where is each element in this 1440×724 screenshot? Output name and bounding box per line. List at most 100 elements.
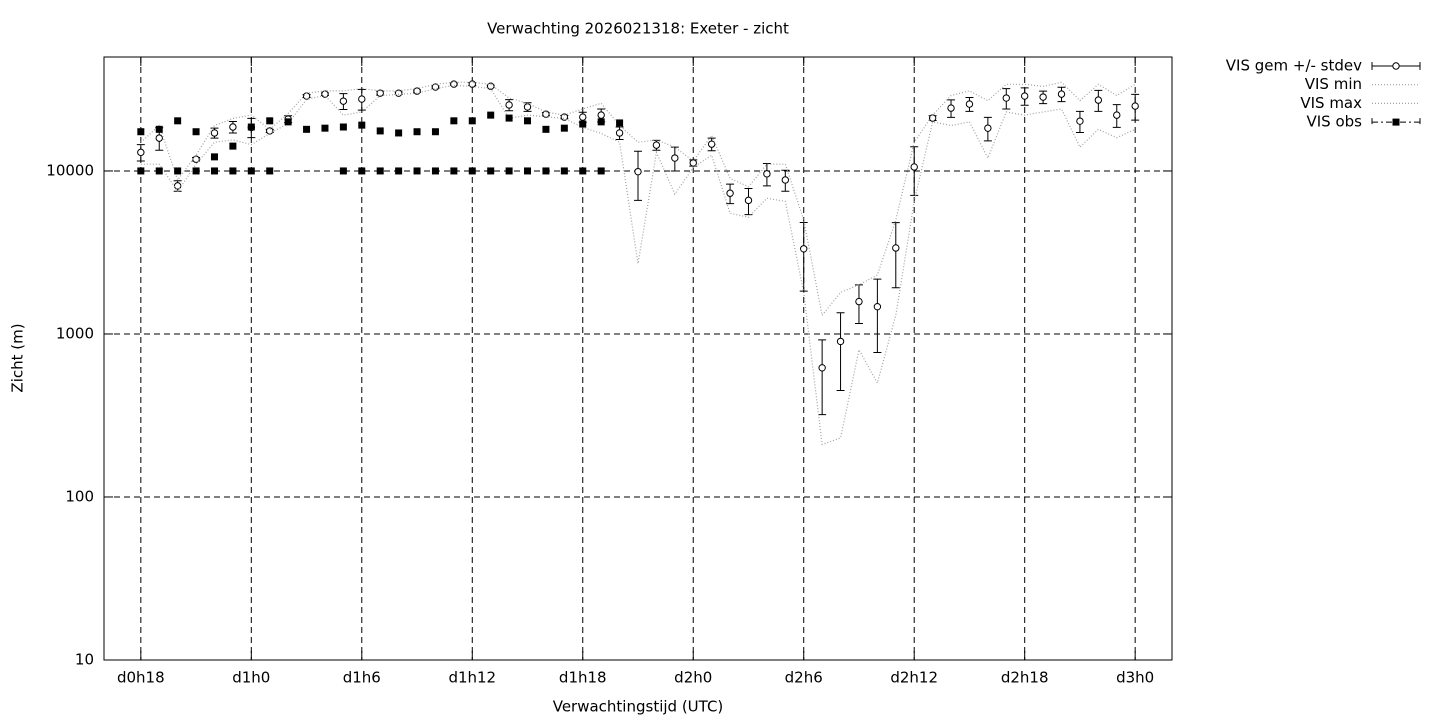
mean-point <box>689 159 697 167</box>
mean-point <box>266 127 274 135</box>
mean-point <box>394 89 403 97</box>
obs-point <box>174 167 182 175</box>
mean-point <box>321 90 329 98</box>
obs-point <box>413 167 421 175</box>
x-tick-label: d2h12 <box>890 669 938 687</box>
error-bar <box>836 312 845 391</box>
x-tick-label: d1h6 <box>343 669 381 687</box>
legend-label: VIS min <box>1305 75 1362 93</box>
obs-point <box>560 124 568 132</box>
mean-point <box>800 245 808 253</box>
mean-point <box>542 110 550 118</box>
error-bar <box>634 150 642 201</box>
mean-point <box>137 148 145 157</box>
mean-point <box>523 103 532 111</box>
mean-point <box>1094 96 1103 104</box>
obs-point <box>339 123 347 131</box>
obs-point <box>247 167 255 175</box>
legend-label: VIS max <box>1300 94 1362 112</box>
error-bar <box>910 146 919 196</box>
obs-point <box>137 167 145 175</box>
obs-point <box>358 167 366 175</box>
mean-point <box>597 111 605 119</box>
y-tick-label: 100 <box>65 487 94 505</box>
y-tick-label: 10000 <box>46 161 94 179</box>
obs-point <box>395 167 403 175</box>
mean-point <box>505 101 513 109</box>
obs-point <box>210 167 218 175</box>
mean-point <box>928 114 937 122</box>
obs-point <box>266 117 274 125</box>
mean-point <box>431 83 440 91</box>
mean-point <box>947 104 955 112</box>
error-bar <box>799 221 808 292</box>
mean-point <box>910 163 918 171</box>
obs-point <box>524 117 532 125</box>
legend-swatch <box>1392 62 1400 70</box>
obs-point <box>413 128 421 136</box>
obs-point <box>284 118 292 126</box>
obs-point <box>395 129 403 137</box>
mean-point <box>1020 92 1029 100</box>
x-tick-label: d1h0 <box>232 669 270 687</box>
obs-point <box>229 167 237 175</box>
x-tick-label: d3h0 <box>1116 669 1154 687</box>
mean-point <box>965 100 974 108</box>
mean-point <box>873 302 882 311</box>
obs-point <box>247 123 255 131</box>
mean-point <box>818 364 826 372</box>
mean-point <box>579 113 587 121</box>
error-bar <box>873 278 882 353</box>
obs-point <box>505 167 513 175</box>
legend-label: VIS obs <box>1307 113 1363 131</box>
mean-point <box>210 129 219 137</box>
obs-point <box>155 125 163 133</box>
obs-point <box>560 167 568 175</box>
mean-point <box>1039 93 1047 101</box>
error-bar <box>891 222 900 289</box>
x-tick-label: d2h0 <box>674 669 712 687</box>
obs-point <box>431 128 439 136</box>
chart-title: Verwachting 2026021318: Exeter - zicht <box>487 20 789 38</box>
mean-point <box>1076 117 1084 125</box>
mean-point <box>836 337 845 346</box>
obs-point <box>597 167 605 175</box>
obs-point <box>487 111 495 119</box>
obs-point <box>303 125 311 133</box>
y-tick-label: 10 <box>75 651 94 669</box>
obs-point <box>468 167 476 175</box>
mean-point <box>1113 111 1121 119</box>
mean-point <box>358 95 366 103</box>
obs-point <box>450 117 458 125</box>
mean-point <box>1057 90 1066 98</box>
obs-point <box>174 117 182 125</box>
x-axis-label: Verwachtingstijd (UTC) <box>553 698 724 716</box>
obs-point <box>210 153 218 161</box>
obs-point <box>597 118 605 126</box>
obs-point <box>339 167 347 175</box>
obs-point <box>376 127 384 135</box>
x-tick-label: d2h18 <box>1001 669 1049 687</box>
error-bar <box>818 339 827 416</box>
mean-point <box>173 182 182 190</box>
obs-point <box>192 128 200 136</box>
obs-point <box>542 167 550 175</box>
mean-point <box>763 170 771 178</box>
mean-point <box>892 244 900 252</box>
mean-point <box>1002 94 1010 102</box>
mean-point <box>560 113 569 121</box>
x-tick-label: d2h6 <box>785 669 823 687</box>
mean-point <box>855 297 863 306</box>
y-tick-label: 1000 <box>56 324 94 342</box>
obs-point <box>579 167 587 175</box>
mean-point <box>671 154 679 162</box>
mean-point <box>1131 102 1139 110</box>
legend-swatch <box>1392 118 1400 126</box>
obs-point <box>616 119 624 127</box>
obs-point <box>358 121 366 129</box>
obs-point <box>192 167 200 175</box>
legend-label: VIS gem +/- stdev <box>1226 57 1362 75</box>
